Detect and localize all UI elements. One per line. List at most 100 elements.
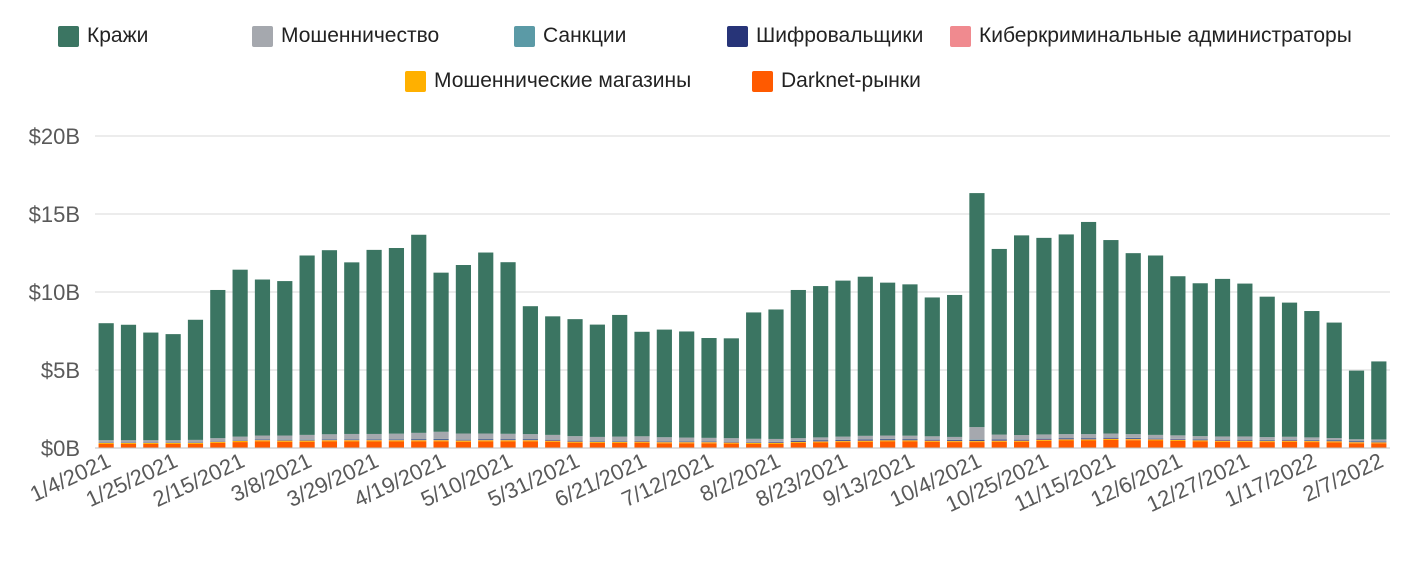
- bar-stack: [969, 193, 985, 448]
- bar-segment: [500, 441, 516, 448]
- bar-stack: [857, 276, 873, 448]
- bar-segment: [701, 437, 717, 442]
- bar-segment: [589, 436, 605, 441]
- bar-segment: [567, 436, 583, 441]
- bar-segment: [98, 323, 114, 441]
- bar-segment: [165, 443, 181, 448]
- bar-segment: [366, 249, 382, 434]
- bar-segment: [701, 442, 717, 444]
- bar-stack: [567, 319, 583, 448]
- bar-segment: [701, 443, 717, 448]
- bar-segment: [768, 443, 784, 448]
- bar-stack: [656, 329, 672, 448]
- legend-swatch: [252, 25, 273, 47]
- bar-segment: [411, 441, 427, 448]
- bar-segment: [344, 441, 360, 448]
- bar-segment: [768, 309, 784, 439]
- bar-segment: [634, 331, 650, 437]
- bar-segment: [723, 443, 739, 448]
- bar-stack: [589, 324, 605, 448]
- bar-segment: [1080, 440, 1097, 448]
- bar-segment: [1014, 439, 1030, 441]
- bar-segment: [880, 439, 896, 441]
- bar-segment: [165, 440, 181, 443]
- bar-segment: [254, 279, 271, 436]
- bar-segment: [991, 439, 1007, 441]
- bar-segment: [455, 440, 471, 442]
- legend-swatch: [950, 25, 971, 47]
- bar-stack: [701, 338, 717, 448]
- bar-segment: [1147, 439, 1164, 441]
- y-tick-label: $10B: [29, 280, 80, 305]
- bar-segment: [902, 440, 918, 442]
- bar-segment: [1170, 439, 1186, 440]
- bar-segment: [902, 439, 918, 441]
- y-tick-label: $5B: [41, 358, 80, 383]
- bar-stack: [612, 314, 628, 448]
- bar-segment: [813, 286, 829, 438]
- y-tick-label: $0B: [41, 436, 80, 461]
- bar-stack: [254, 279, 271, 448]
- bar-segment: [500, 440, 516, 442]
- bar-segment: [969, 193, 985, 428]
- bar-segment: [277, 435, 293, 440]
- bar-stack: [902, 284, 918, 448]
- bar-segment: [1281, 440, 1298, 442]
- bar-segment: [790, 442, 806, 444]
- bar-segment: [634, 441, 650, 443]
- legend-item: Мошенничество: [252, 24, 439, 48]
- bar-segment: [545, 440, 561, 442]
- bar-segment: [857, 276, 873, 436]
- bar-segment: [366, 433, 382, 440]
- bar-stack: [1348, 370, 1365, 448]
- bar-segment: [299, 255, 315, 435]
- bar-segment: [991, 441, 1007, 448]
- legend-label: Шифровальщики: [756, 24, 924, 47]
- bar-segment: [1371, 439, 1387, 442]
- bar-segment: [634, 436, 650, 441]
- bar-segment: [1058, 434, 1074, 439]
- legend-swatch: [752, 70, 773, 92]
- bar-segment: [1170, 440, 1186, 441]
- bar-stack: [545, 316, 561, 448]
- bar-segment: [835, 441, 851, 443]
- bar-stack: [98, 323, 114, 448]
- bar-stack: [1259, 296, 1275, 448]
- bar-segment: [98, 443, 114, 444]
- bar-segment: [723, 438, 739, 442]
- bar-segment: [299, 441, 315, 448]
- bar-segment: [1192, 441, 1208, 448]
- bar-segment: [1237, 441, 1253, 448]
- bar-segment: [254, 440, 271, 442]
- bar-segment: [388, 433, 405, 440]
- bar-segment: [1147, 255, 1164, 435]
- bar-segment: [522, 306, 538, 435]
- bar-segment: [634, 442, 650, 448]
- bar-segment: [589, 443, 605, 448]
- bar-segment: [746, 443, 762, 444]
- legend: Кражи Мошенничество Санкции Шифровальщики Ки…: [0, 0, 1423, 110]
- bar-segment: [1259, 442, 1275, 448]
- bar-segment: [478, 433, 494, 440]
- bar-segment: [1371, 361, 1387, 440]
- bar-segment: [1259, 441, 1275, 443]
- bar-segment: [902, 441, 918, 448]
- bar-segment: [500, 262, 516, 434]
- bar-segment: [567, 440, 583, 442]
- legend-swatch: [727, 25, 748, 47]
- bar-segment: [813, 440, 829, 442]
- bar-segment: [143, 332, 159, 441]
- bar-segment: [433, 441, 449, 448]
- bar-segment: [768, 438, 784, 442]
- bar-segment: [1214, 436, 1231, 440]
- bar-segment: [232, 442, 248, 448]
- bar-segment: [1371, 441, 1387, 443]
- bar-segment: [1214, 439, 1231, 441]
- legend-item: Шифровальщики: [727, 24, 923, 48]
- bars: [98, 193, 1387, 448]
- bar-segment: [813, 442, 829, 448]
- bar-segment: [746, 443, 762, 448]
- bar-segment: [1281, 302, 1298, 437]
- bar-segment: [723, 338, 739, 439]
- bar-segment: [1147, 434, 1164, 439]
